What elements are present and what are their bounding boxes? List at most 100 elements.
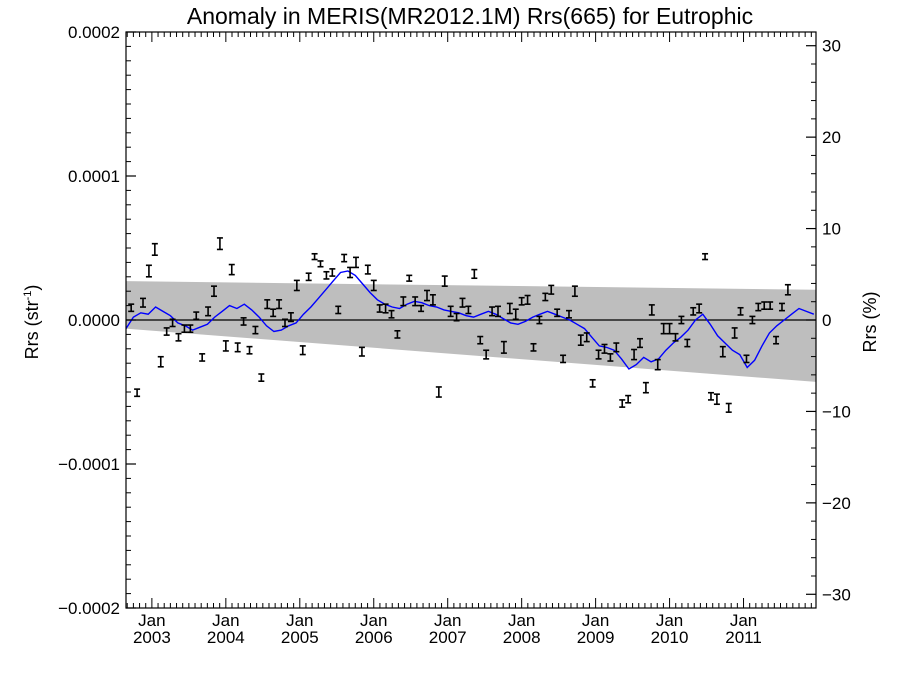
error-bar-12 [199,353,206,362]
x-tick-label-month: Jan [730,611,757,630]
error-bars [128,237,791,413]
error-bar-30 [305,272,312,282]
error-bar-40 [364,264,371,275]
error-bar-19 [240,317,247,326]
error-bar-79 [595,349,602,360]
error-bar-100 [719,345,726,358]
error-bar-2 [140,297,147,308]
y-right-tick-label: −30 [822,585,851,604]
x-tick-label-year: 2004 [207,628,245,647]
error-bar-88 [648,304,655,316]
error-bar-68 [530,342,537,352]
error-bar-74 [565,309,572,319]
x-tick-label-month: Jan [212,611,239,630]
error-bar-36 [341,253,348,263]
error-bar-56 [459,297,466,308]
y-axis-label-left: Rrs (str-1) [22,285,42,360]
error-bar-14 [211,285,218,298]
error-bar-94 [684,338,691,348]
x-tick-label-month: Jan [138,611,165,630]
error-bar-76 [577,334,584,347]
error-bar-21 [252,325,259,335]
error-bar-64 [506,302,513,315]
error-bar-16 [222,340,229,352]
error-bar-89 [654,358,661,371]
x-tick-label-month: Jan [508,611,535,630]
error-bar-9 [181,324,188,334]
error-bar-87 [642,381,649,394]
error-bar-96 [696,303,703,314]
error-bar-13 [205,306,212,317]
error-bar-35 [335,305,342,315]
error-bar-0 [128,303,135,313]
error-bar-4 [151,242,158,256]
error-bar-107 [761,301,768,311]
error-bar-7 [169,318,176,328]
x-tick-label-year: 2010 [651,628,689,647]
error-bar-111 [784,283,791,296]
error-bar-3 [145,264,152,278]
error-bar-15 [216,237,223,251]
error-bar-73 [560,354,567,364]
error-bar-38 [353,256,359,269]
error-bar-98 [707,391,714,401]
error-bar-75 [571,285,578,298]
error-bar-17 [228,263,235,276]
error-bar-50 [423,289,430,302]
y-left-tick-label: 0.0000 [68,311,120,330]
error-bar-72 [554,308,561,318]
error-bar-44 [388,309,395,319]
x-tick-label-year: 2003 [133,628,171,647]
error-bar-85 [631,348,638,361]
error-bar-29 [299,345,306,356]
error-bar-6 [163,327,170,336]
error-bar-11 [193,311,200,321]
error-bar-45 [394,329,401,339]
y-axis-label-left-base: Rrs (str [22,300,42,359]
error-bar-67 [524,294,531,305]
y-left-tick-label: 0.0001 [68,167,120,186]
y-axis-label-left-close: ) [22,285,42,291]
error-bar-58 [471,268,478,280]
error-bar-59 [477,335,484,345]
error-bar-82 [613,342,620,353]
axes: −0.0002 −0.0001 0.0000 0.0001 0.0002 −30 −20 −1… [58,23,851,647]
y-axis-label-right: Rrs (%) [860,292,880,353]
smoothed-series-line [126,270,815,370]
chart-title: Anomaly in MERIS(MR2012.1M) Rrs(665) for… [187,3,753,29]
error-bar-61 [489,306,496,317]
error-bar-1 [134,388,141,398]
error-bar-51 [429,293,436,306]
error-bar-81 [607,353,614,362]
error-bar-20 [246,345,253,355]
error-bar-33 [323,270,330,280]
error-bar-83 [619,399,626,408]
error-bar-43 [382,303,389,314]
error-bar-103 [737,306,744,316]
x-tick-label-year: 2005 [281,628,319,647]
y-right-tick-label: −10 [822,402,851,421]
x-tick-label-year: 2008 [503,628,541,647]
error-bar-69 [536,315,543,325]
y-right-tick-label: 10 [822,220,841,239]
x-tick-label-month: Jan [360,611,387,630]
error-bar-102 [731,327,738,339]
error-bar-93 [678,315,685,325]
error-bar-37 [347,266,354,279]
error-bar-55 [453,312,460,322]
error-bar-46 [400,296,407,307]
error-bar-5 [157,355,164,368]
error-bar-34 [329,268,336,277]
error-bar-101 [725,402,732,413]
error-bar-108 [767,301,774,311]
error-bar-70 [542,292,549,302]
error-bar-104 [743,354,750,364]
error-bar-97 [702,252,709,261]
y-left-tick-label: −0.0001 [58,455,120,474]
error-bar-31 [311,252,318,261]
error-bar-26 [282,318,289,328]
x-tick-label-month: Jan [656,611,683,630]
error-bar-105 [749,315,756,325]
y-right-tick-label: −20 [822,494,851,513]
plot-area [126,237,816,413]
